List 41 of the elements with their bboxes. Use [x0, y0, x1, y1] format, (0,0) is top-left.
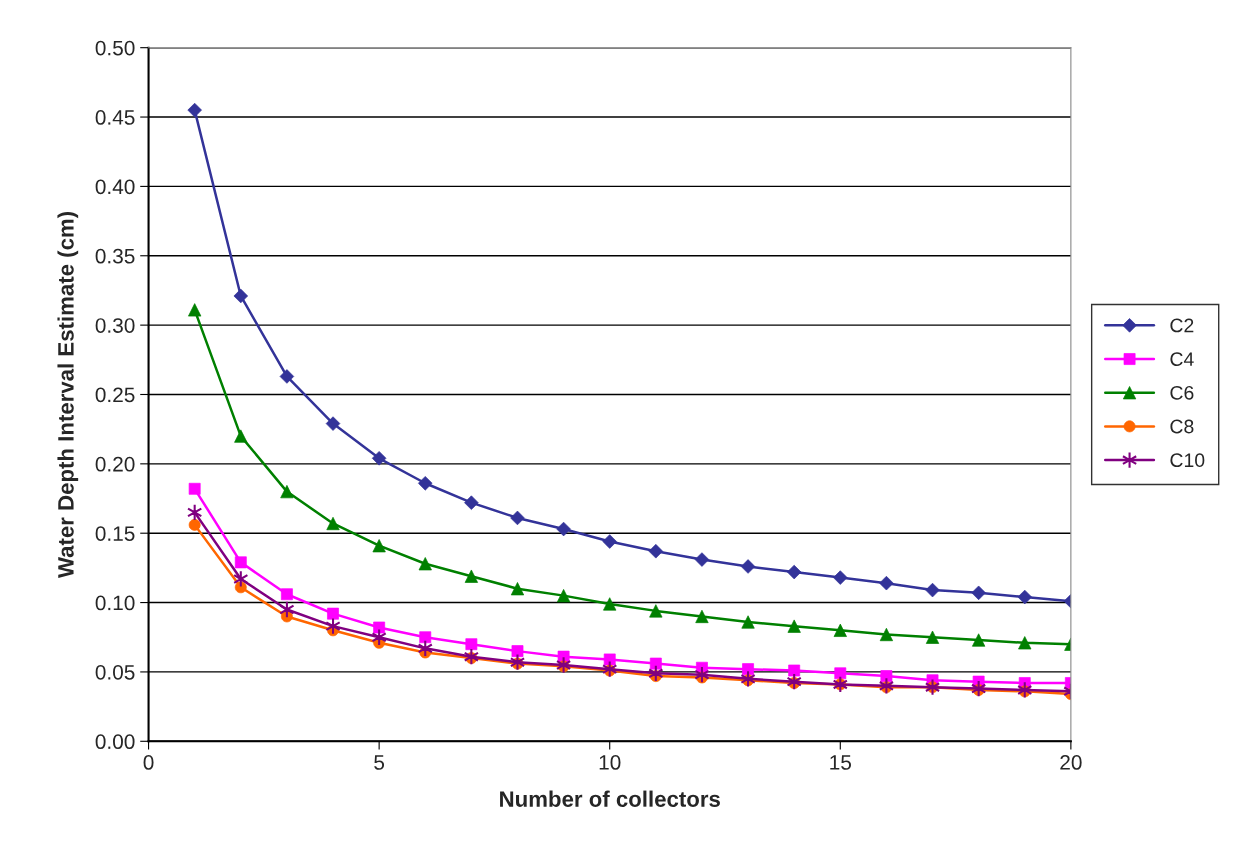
point [463, 647, 480, 666]
point [326, 516, 340, 531]
y-tick-label: 0.25 [95, 387, 135, 403]
point [509, 653, 526, 671]
point [556, 521, 571, 537]
x-axis-title: Number of collectors [500, 790, 720, 807]
y-tick-label: 0.45 [95, 110, 135, 125]
point [786, 672, 802, 691]
y-tick-label: 0.10 [95, 595, 135, 611]
legend-label: C2 [1170, 318, 1194, 333]
point [878, 677, 895, 695]
point [555, 656, 572, 674]
y-tick-label: 0.35 [95, 248, 135, 264]
point [648, 664, 664, 682]
point [602, 534, 617, 549]
x-tick-label: 5 [374, 755, 385, 770]
point [1017, 681, 1033, 699]
legend-label: C8 [1170, 419, 1194, 434]
legend-label: C4 [1170, 352, 1194, 367]
x-tick-label: 0 [143, 755, 154, 770]
point [833, 623, 847, 637]
y-tick-label: 0.05 [95, 664, 135, 680]
y-tick-label: 0.20 [95, 456, 135, 472]
x-tick-label: 15 [830, 755, 852, 770]
point [879, 627, 894, 642]
y-tick-label: 0.00 [95, 734, 135, 750]
point [971, 585, 986, 601]
y-tick-label: 0.50 [95, 40, 135, 56]
x-tick-label: 10 [599, 755, 621, 770]
legend-label: C10 [1170, 453, 1205, 468]
x-tick-label: 20 [1060, 755, 1082, 770]
point [510, 510, 525, 526]
point [970, 679, 987, 698]
y-tick-label: 0.15 [95, 526, 135, 541]
y-axis-title: Water Depth Interval Estimate (cm) [57, 212, 79, 579]
legend-label: C6 [1170, 385, 1194, 400]
y-tick-label: 0.30 [95, 318, 135, 333]
point [879, 575, 894, 591]
y-tick-label: 0.40 [95, 179, 135, 195]
point [740, 670, 756, 688]
point [187, 102, 202, 118]
